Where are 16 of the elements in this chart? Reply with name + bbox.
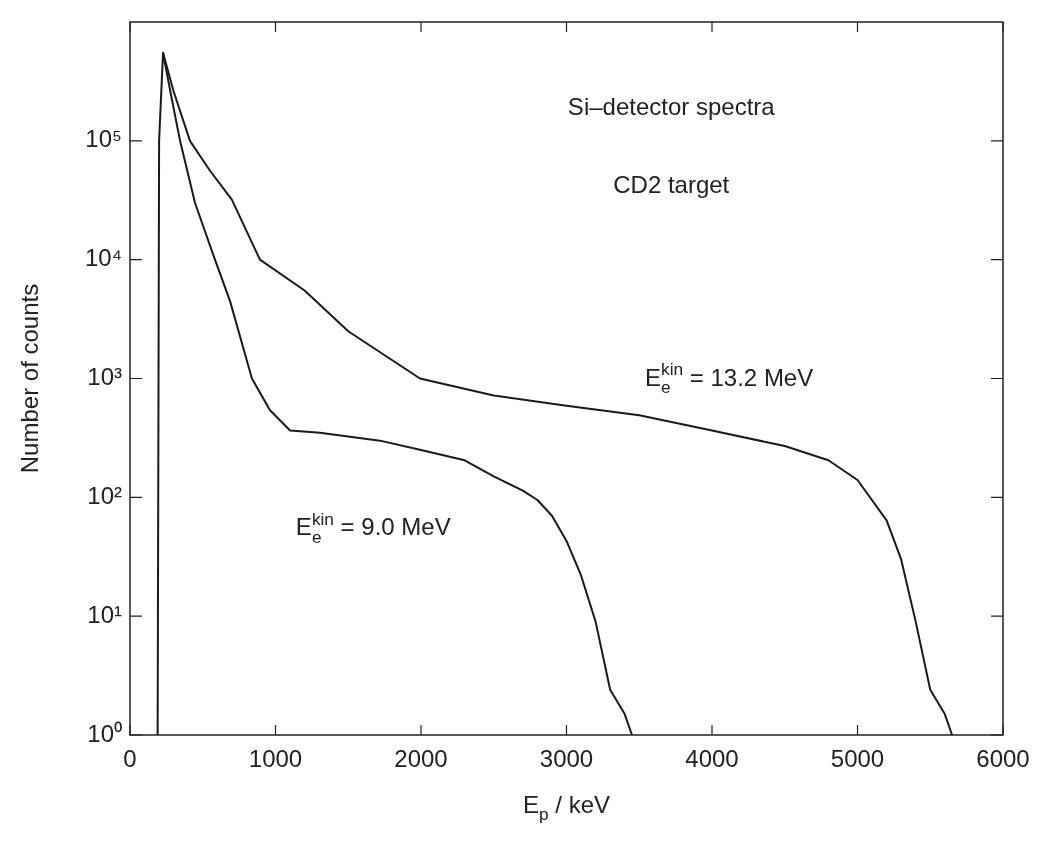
x-tick-label: 3000 [539,745,594,772]
x-tick-label: 0 [123,745,137,772]
x-tick-label: 6000 [976,745,1030,772]
x-tick-label: 4000 [685,745,739,772]
y-tick-label: 10⁴ [84,244,122,272]
y-tick-label: 10¹ [87,600,123,628]
y-tick-label: 10³ [87,363,123,391]
x-tick-label: 2000 [394,745,448,772]
x-tick-label: 1000 [248,745,303,772]
y-tick-label: 10⁰ [87,719,122,747]
annotation: Si–detector spectra [567,92,776,120]
y-tick-label: 10² [87,481,123,509]
x-tick-label: 5000 [830,745,885,772]
annotation: CD2 target [613,171,730,199]
y-tick-label: 10⁵ [85,125,122,153]
y-axis-title: Number of counts [16,283,43,474]
